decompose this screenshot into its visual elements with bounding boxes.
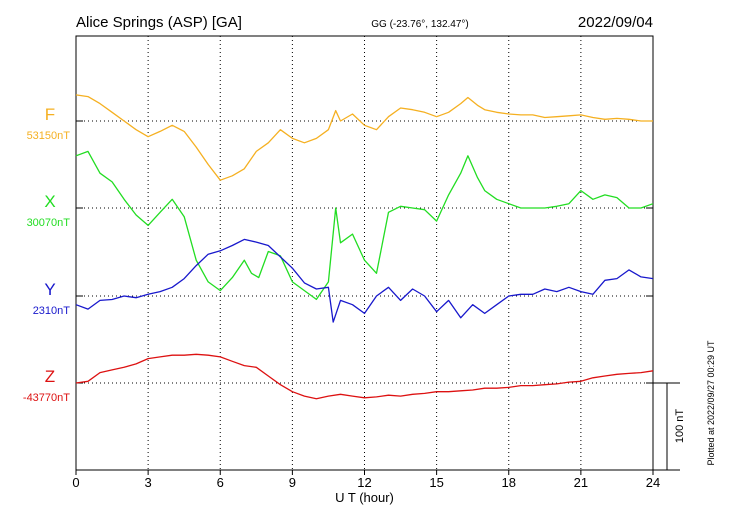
- scale-bar-label: 100 nT: [674, 409, 686, 444]
- plotted-timestamp: Plotted at 2022/09/27 00:29 UT: [706, 340, 716, 466]
- series-name-f: F: [45, 105, 55, 124]
- x-tick-label: 9: [289, 475, 296, 490]
- series-name-z: Z: [45, 367, 55, 386]
- x-tick-label: 18: [502, 475, 516, 490]
- x-tick-label: 0: [72, 475, 79, 490]
- axis-ticks: 0 3 6 9 12 15 18 21 24: [72, 120, 660, 490]
- grid: [76, 36, 653, 470]
- x-tick-label: 6: [217, 475, 224, 490]
- series-baseline-y: 2310nT: [33, 305, 71, 317]
- x-tick-label: 24: [646, 475, 660, 490]
- series-name-y: Y: [44, 280, 55, 299]
- x-tick-label: 15: [429, 475, 443, 490]
- series-baseline-f: 53150nT: [27, 130, 71, 142]
- series-lines: [75, 94, 654, 400]
- series-name-x: X: [44, 192, 55, 211]
- chart-date: 2022/09/04: [578, 14, 653, 31]
- scale-bar: 100 nT: [653, 382, 686, 471]
- series-line-y: [75, 238, 654, 323]
- series-line-z: [75, 353, 654, 400]
- x-axis-label: U T (hour): [335, 490, 394, 505]
- station-coordinates: GG (-23.76°, 132.47°): [371, 19, 469, 30]
- series-baseline-x: 30070nT: [27, 217, 71, 229]
- series-line-f: [75, 94, 653, 181]
- x-tick-label: 12: [357, 475, 371, 490]
- series-line-x: [75, 150, 654, 301]
- x-tick-label: 21: [574, 475, 588, 490]
- x-tick-label: 3: [145, 475, 152, 490]
- chart-title: Alice Springs (ASP) [GA]: [76, 14, 242, 31]
- series-baseline-z: -43770nT: [23, 392, 70, 404]
- series-labels: F 53150nT X 30070nT Y 2310nT Z -43770nT: [23, 105, 70, 404]
